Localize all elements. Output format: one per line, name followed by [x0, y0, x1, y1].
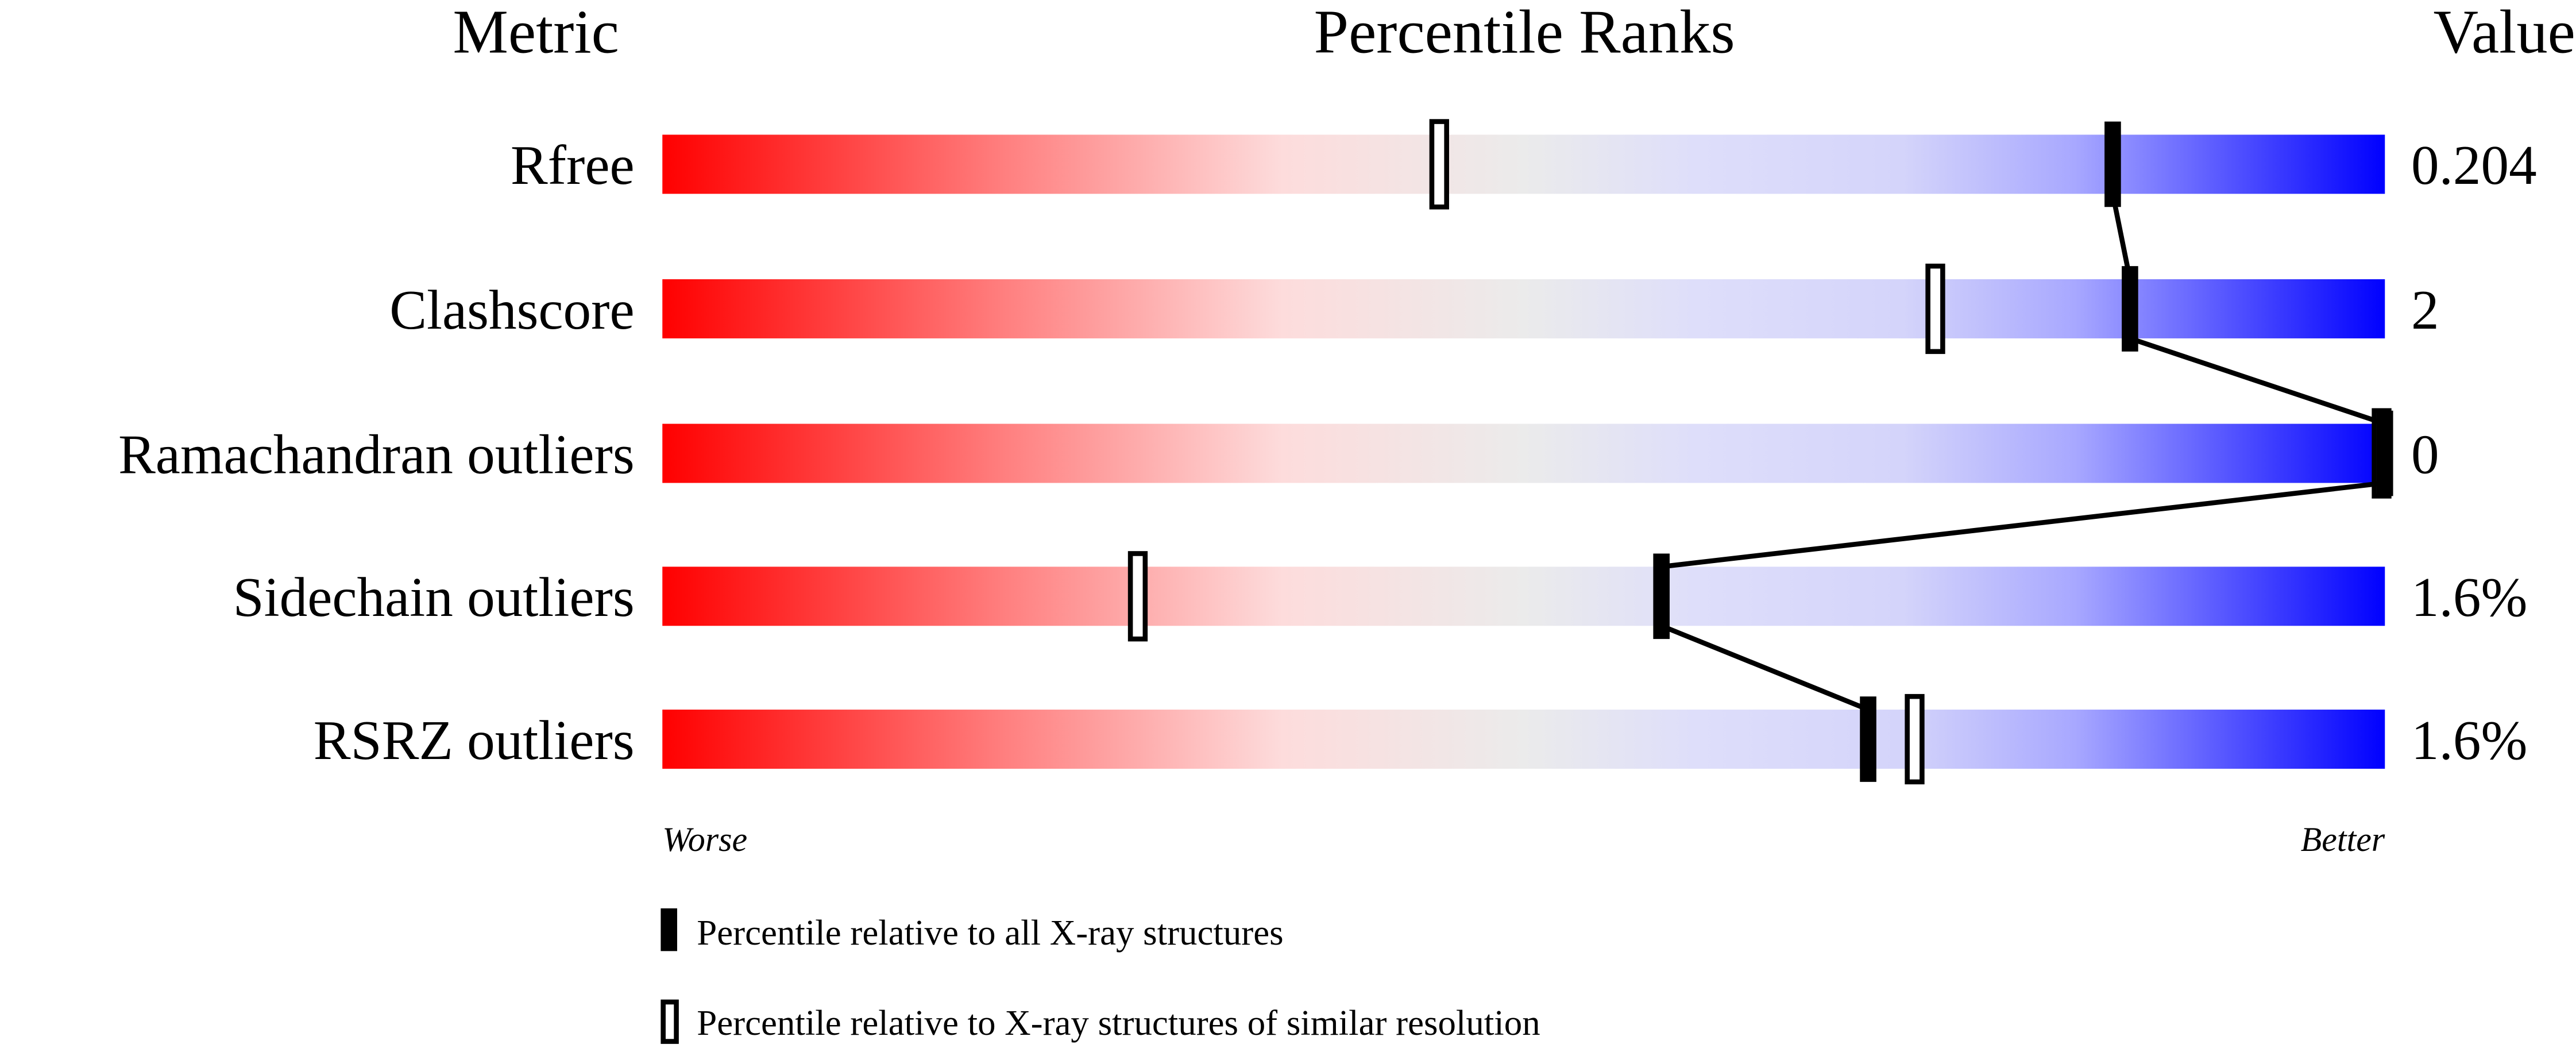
metric-row: Rfree 0.204 [511, 119, 2537, 210]
metric-row: Ramachandran outliers 0 [118, 408, 2439, 499]
metric-value: 0 [2411, 423, 2439, 486]
similar-resolution-marker [1925, 263, 1945, 355]
all-structures-marker [2104, 121, 2121, 207]
legend-open-marker [661, 999, 679, 1044]
connector-line [1661, 480, 2385, 569]
connector-line [1660, 623, 1870, 712]
connector-line [2129, 336, 2386, 426]
metric-label: Sidechain outliers [233, 567, 635, 629]
percentile-bar [662, 710, 2385, 769]
axis-label-worse: Worse [662, 820, 747, 858]
metric-label: Clashscore [389, 279, 634, 341]
all-structures-marker [1860, 696, 1876, 782]
similar-resolution-marker [1127, 551, 1148, 642]
legend-open-label: Percentile relative to X-ray structures … [697, 1003, 1540, 1043]
metric-value: 1.6% [2411, 567, 2527, 629]
legend-filled-label: Percentile relative to all X-ray structu… [697, 912, 1283, 953]
legend-filled-marker [661, 908, 677, 951]
percentile-bar [662, 134, 2385, 194]
metric-label: RSRZ outliers [314, 710, 635, 772]
connector-line [2110, 193, 2133, 280]
percentile-bar [662, 567, 2385, 626]
percentile-bar [662, 423, 2385, 483]
metric-value: 0.204 [2411, 134, 2537, 196]
axis-label-better: Better [2301, 820, 2385, 858]
percentile-bar [662, 279, 2385, 338]
all-structures-marker [2122, 266, 2138, 352]
metric-row: Clashscore 2 [389, 263, 2439, 355]
metric-value: 2 [2411, 279, 2439, 341]
header-metric: Metric [453, 0, 619, 66]
metric-row: RSRZ outliers 1.6% [314, 693, 2527, 785]
metric-label: Ramachandran outliers [118, 423, 635, 486]
similar-resolution-marker [1905, 693, 1925, 785]
metric-row: Sidechain outliers 1.6% [233, 551, 2527, 642]
header-value: Value [2434, 0, 2575, 66]
similar-resolution-marker [1429, 119, 1449, 210]
metric-value: 1.6% [2411, 710, 2527, 772]
header-percentile-ranks: Percentile Ranks [1314, 0, 1735, 66]
metric-label: Rfree [511, 134, 635, 196]
